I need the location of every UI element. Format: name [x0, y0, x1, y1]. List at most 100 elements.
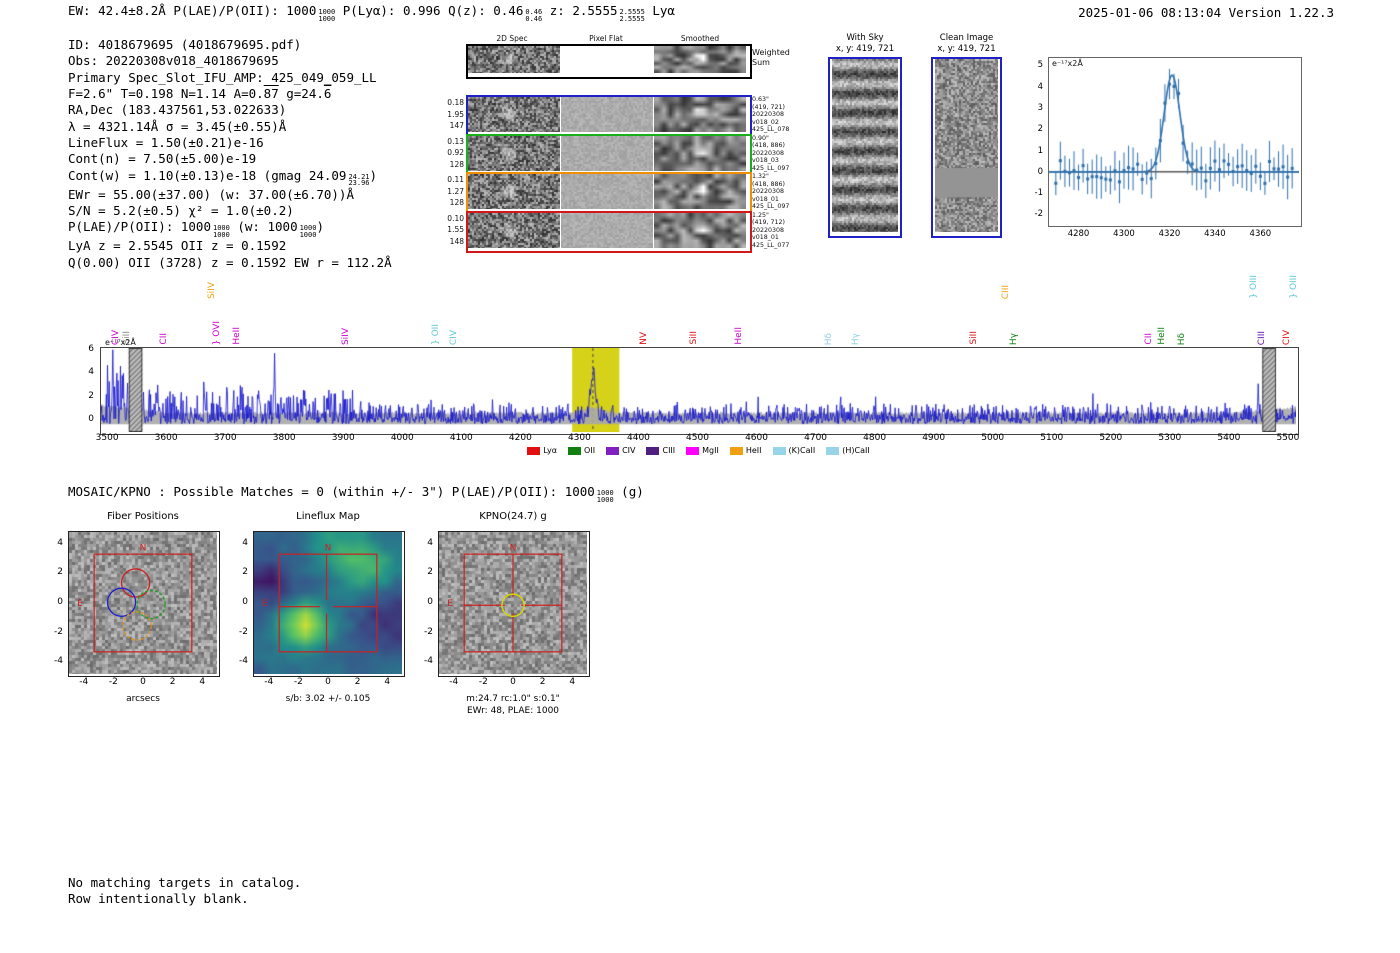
row-meta-labels: 0.90" (418, 886) 20220308 v018_03 425_LL_097 — [752, 135, 804, 173]
smoothed-cell — [654, 97, 746, 132]
legend-item: Lyα — [527, 446, 557, 455]
x-axis-ticks: -4 -2 0 2 4 — [69, 677, 219, 689]
spec2d-cell — [468, 97, 560, 132]
x-axis-ticks: -4 -2 0 2 4 — [439, 677, 589, 689]
x-tick-label: 4400 — [627, 433, 650, 443]
meta-value: 1.25" — [752, 211, 769, 219]
footer-line: Row intentionally blank. — [68, 891, 249, 906]
stack-bottom: 1000 — [318, 14, 336, 23]
x-tick-label: 3700 — [213, 433, 237, 443]
weighted-sum-line: Sum — [752, 57, 770, 67]
text-segment: MOSAIC/KPNO : Possible Matches = 0 (with… — [68, 484, 595, 499]
y-tick-label: -2 — [1034, 209, 1043, 220]
header-timestamp-version: 2025-01-06 08:13:04 Version 1.22.3 — [1078, 5, 1334, 20]
fiber-circle — [136, 589, 166, 620]
legend-swatch — [527, 446, 541, 455]
stack-bottom: 23.96 — [348, 179, 370, 188]
info-line: F=2.6" T=0.198 N=1.14 A=0.87 g=24.6 — [68, 86, 392, 102]
emission-line-label: CII — [158, 333, 169, 345]
row-scale-labels: 0.11 1.27 128 — [440, 174, 464, 209]
stack-top: 1000 — [213, 224, 230, 233]
y-tick-label: -1 — [1034, 188, 1043, 199]
meta-value: v018_01 — [752, 234, 779, 242]
info-line: S/N = 5.2(±0.5) χ² = 1.0(±0.2) — [68, 203, 392, 219]
clean-image-title: Clean Image — [939, 33, 994, 43]
legend-item: CIV — [606, 446, 635, 455]
y-axis-ticks: 0 2 4 6 — [66, 344, 96, 433]
ifu-outline — [463, 553, 563, 653]
scale-value: 0.13 — [447, 136, 464, 146]
footer-line: No matching targets in catalog. — [68, 875, 302, 890]
legend-item: (H)CaII — [826, 446, 870, 455]
x-tick-label: -2 — [478, 677, 488, 687]
text-segment: z: 2.5555 — [542, 3, 618, 18]
scale-value: 1.27 — [447, 186, 464, 196]
x-tick-label: 5400 — [1217, 433, 1241, 443]
info-line: Cont(w) = 1.10(±0.13)e-18 (gmag 24.09 24.… — [68, 168, 392, 187]
text-segment: g=24. — [278, 86, 324, 102]
stack-bottom: 1000 — [213, 230, 230, 239]
y-tick-label: 3 — [1037, 103, 1043, 113]
flux-unit-label: e⁻¹⁷x2Å — [1052, 59, 1083, 68]
compass-north: N — [325, 543, 332, 553]
x-tick-label: 4100 — [449, 433, 473, 443]
x-tick-label: 3900 — [331, 433, 355, 443]
y-tick-label: -4 — [239, 656, 248, 667]
cutout-row — [466, 95, 752, 138]
stack-top: 0.46 — [525, 8, 543, 16]
x-axis-ticks: -4 -2 0 2 4 — [254, 677, 404, 689]
weighted-sum-label: Weighted Sum — [752, 48, 790, 67]
y-tick-label: 2 — [88, 390, 94, 401]
smoothed-cell — [654, 174, 746, 209]
x-tick-label: 4900 — [922, 433, 946, 443]
info-line: EWr = 55.00(±37.00) (w: 37.00(±6.70))Å — [68, 187, 392, 203]
meta-value: 425_LL_097 — [752, 164, 790, 172]
x-tick-label: 4200 — [508, 433, 532, 443]
y-tick-label: -4 — [424, 656, 433, 667]
emission-line-label: CIV — [1281, 329, 1292, 345]
legend-swatch — [729, 446, 743, 455]
y-tick-label: 4 — [88, 367, 94, 378]
meta-value: 0.90" — [752, 134, 769, 142]
legend-item: (K)CaII — [772, 446, 815, 455]
meta-value: v018_03 — [752, 157, 779, 165]
meta-value: 0.63" — [752, 96, 769, 103]
legend-label: HeII — [745, 446, 762, 455]
x-axis-ticks: 3500 3600 3700 3800 3900 4000 4100 4200 4300 4400… — [96, 433, 1300, 445]
row-scale-labels: 0.10 1.55 148 — [440, 213, 464, 248]
row-meta-labels: 0.63" (419, 721) 20220308 v018_02 425_LL_078 — [752, 96, 804, 134]
scale-value: 0.10 — [447, 213, 464, 223]
emission-line-label: NV — [638, 332, 649, 345]
meta-value: (418, 886) — [752, 180, 785, 188]
scale-value: 148 — [449, 236, 464, 246]
compass-north: N — [140, 543, 147, 553]
x-tick-label: 2 — [539, 677, 546, 687]
stack-bottom: 1000 — [596, 495, 614, 504]
meta-value: 20220308 — [752, 149, 785, 157]
y-tick-label: 0 — [427, 597, 433, 607]
text-segment: Obs: 20220308v018_4018679695 — [68, 53, 279, 69]
meta-value: (419, 712) — [752, 219, 785, 227]
legend-swatch — [826, 446, 840, 455]
legend-item: MgII — [686, 446, 719, 455]
emission-line-label: Hγ — [850, 332, 861, 345]
kpno-caption-1: m:24.7 rc:1.0" s:0.1" — [466, 694, 560, 704]
text-segment: LyA z = 2.5545 OII z = 0.1592 — [68, 238, 287, 254]
text-segment: (w: 1000 — [229, 219, 298, 235]
stacked-fraction: 1000 1000 — [213, 225, 230, 238]
x-tick-label: 0 — [510, 677, 516, 687]
y-tick-label: 2 — [1037, 124, 1043, 135]
with-sky-coords: x, y: 419, 721 — [835, 44, 895, 54]
x-tick-label: 4300 — [567, 433, 591, 443]
text-segment: Primary Spec_Slot_IFU_AMP: 425_049_059_L… — [68, 69, 377, 85]
with-sky-title: With Sky — [846, 33, 884, 43]
legend-swatch — [646, 446, 660, 455]
smoothed-cell — [654, 46, 746, 73]
spec2d-cell — [468, 174, 560, 209]
lineflux-map-title: Lineflux Map — [296, 511, 360, 522]
emission-line-label: CIII — [1001, 284, 1012, 299]
legend-label: CIII — [662, 446, 676, 455]
compass-north: N — [510, 543, 517, 553]
y-tick-label: 4 — [427, 537, 433, 548]
